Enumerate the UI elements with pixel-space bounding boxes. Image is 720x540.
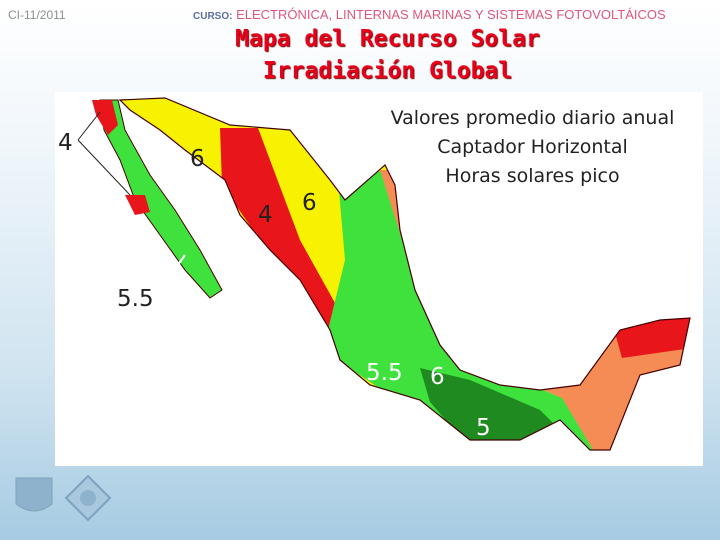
baja-peninsula-green: [99, 99, 223, 299]
course-header: CURSO: ELECTRÓNICA, LINTERNAS MARINAS Y …: [193, 7, 666, 22]
zone-value-label: 6: [430, 364, 445, 390]
course-title: ELECTRÓNICA, LINTERNAS MARINAS Y SISTEMA…: [236, 7, 666, 22]
pointer-line: [77, 111, 101, 141]
mexico-outline: [118, 97, 691, 451]
baja-north-red: [92, 100, 118, 135]
zone-value-label: 6: [302, 190, 317, 216]
zone-red: [220, 128, 350, 350]
slide-title: Mapa del Recurso Solar: [235, 26, 540, 52]
zone-value-label: 4.5: [422, 279, 459, 305]
course-label: CURSO:: [193, 11, 233, 22]
pointer-line: [159, 254, 186, 291]
slide-subtitle: Irradiación Global: [262, 58, 513, 84]
legend-line: Horas solares pico: [445, 165, 620, 187]
zone-value-label: 4: [258, 202, 273, 228]
zone-value-label: 5: [476, 415, 491, 441]
map-legend: Valores promedio diario anual Captador H…: [365, 104, 700, 191]
zone-value-label: 4: [58, 130, 73, 156]
zone-value-label: 6: [190, 146, 205, 172]
unam-shield-logo: [15, 477, 53, 512]
baja-mid-red: [125, 195, 150, 215]
zone-value-label: 5.5: [117, 286, 154, 312]
legend-line: Captador Horizontal: [437, 136, 628, 158]
pointer-line: [77, 139, 131, 196]
zone-value-label: 5.5: [366, 360, 403, 386]
legend-line: Valores promedio diario anual: [390, 107, 675, 129]
zone-dark-green: [420, 368, 572, 448]
course-code: CI-11/2011: [8, 8, 66, 22]
institute-logo: [64, 474, 112, 522]
